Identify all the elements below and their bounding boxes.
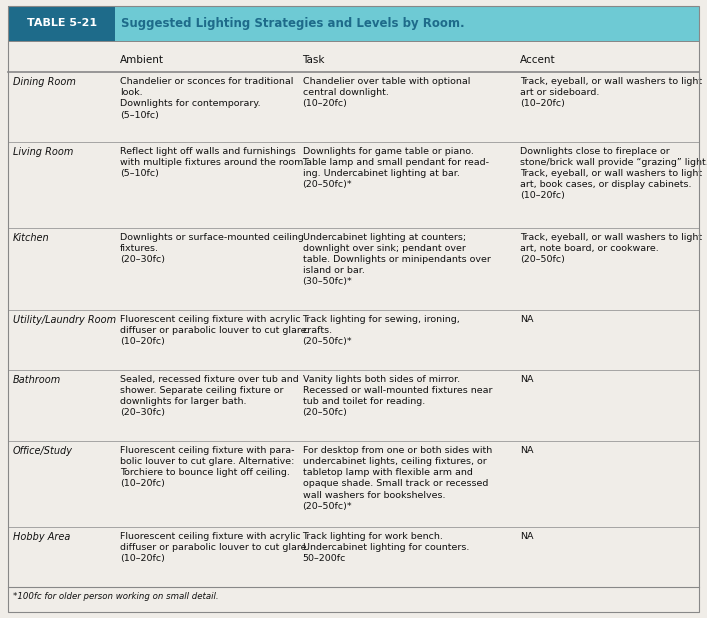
- Text: Hobby Area: Hobby Area: [13, 532, 70, 542]
- Text: Track, eyeball, or wall washers to light
art or sideboard.
(10–20fc): Track, eyeball, or wall washers to light…: [520, 77, 702, 108]
- Text: Vanity lights both sides of mirror.
Recessed or wall-mounted fixtures near
tub a: Vanity lights both sides of mirror. Rece…: [303, 375, 492, 417]
- Text: Downlights or surface-mounted ceiling
fixtures.
(20–30fc): Downlights or surface-mounted ceiling fi…: [119, 232, 303, 264]
- Text: Downlights for game table or piano.
Table lamp and small pendant for read-
ing. : Downlights for game table or piano. Tabl…: [303, 146, 489, 189]
- Text: Fluorescent ceiling fixture with acrylic
diffuser or parabolic louver to cut gla: Fluorescent ceiling fixture with acrylic…: [119, 532, 309, 564]
- Text: Suggested Lighting Strategies and Levels by Room.: Suggested Lighting Strategies and Levels…: [121, 17, 464, 30]
- Text: For desktop from one or both sides with
undercabinet lights, ceiling fixtures, o: For desktop from one or both sides with …: [303, 446, 492, 510]
- Bar: [8, 6, 115, 41]
- Text: Track, eyeball, or wall washers to light
art, note board, or cookware.
(20–50fc): Track, eyeball, or wall washers to light…: [520, 232, 702, 264]
- Text: Track lighting for work bench.
Undercabinet lighting for counters.
50–200fc: Track lighting for work bench. Undercabi…: [303, 532, 469, 564]
- Text: NA: NA: [520, 375, 533, 384]
- Text: Utility/Laundry Room: Utility/Laundry Room: [13, 315, 116, 325]
- Text: Dining Room: Dining Room: [13, 77, 76, 87]
- Text: Chandelier over table with optional
central downlight.
(10–20fc): Chandelier over table with optional cent…: [303, 77, 470, 108]
- Text: Kitchen: Kitchen: [13, 232, 49, 243]
- Text: *100fc for older person working on small detail.: *100fc for older person working on small…: [13, 591, 218, 601]
- Text: NA: NA: [520, 446, 533, 455]
- Text: NA: NA: [520, 315, 533, 324]
- Text: Bathroom: Bathroom: [13, 375, 61, 385]
- Text: Reflect light off walls and furnishings
with multiple fixtures around the room.
: Reflect light off walls and furnishings …: [119, 146, 306, 178]
- Text: Fluorescent ceiling fixture with para-
bolic louver to cut glare. Alternative:
T: Fluorescent ceiling fixture with para- b…: [119, 446, 294, 488]
- Text: Fluorescent ceiling fixture with acrylic
diffuser or parabolic louver to cut gla: Fluorescent ceiling fixture with acrylic…: [119, 315, 309, 347]
- Bar: [8, 6, 699, 41]
- Text: NA: NA: [520, 532, 533, 541]
- Text: Downlights close to fireplace or
stone/brick wall provide “grazing” light.
Track: Downlights close to fireplace or stone/b…: [520, 146, 707, 200]
- Text: Sealed, recessed fixture over tub and
shower. Separate ceiling fixture or
downli: Sealed, recessed fixture over tub and sh…: [119, 375, 298, 417]
- Text: Accent: Accent: [520, 54, 556, 65]
- Text: Living Room: Living Room: [13, 146, 73, 157]
- Text: Undercabinet lighting at counters;
downlight over sink; pendant over
table. Down: Undercabinet lighting at counters; downl…: [303, 232, 491, 286]
- Text: Task: Task: [303, 54, 325, 65]
- Text: Ambient: Ambient: [119, 54, 164, 65]
- Text: Track lighting for sewing, ironing,
crafts.
(20–50fc)*: Track lighting for sewing, ironing, craf…: [303, 315, 460, 347]
- Text: Chandelier or sconces for traditional
look.
Downlights for contemporary.
(5–10fc: Chandelier or sconces for traditional lo…: [119, 77, 293, 119]
- Text: TABLE 5-21: TABLE 5-21: [27, 19, 97, 28]
- Text: Office/Study: Office/Study: [13, 446, 73, 456]
